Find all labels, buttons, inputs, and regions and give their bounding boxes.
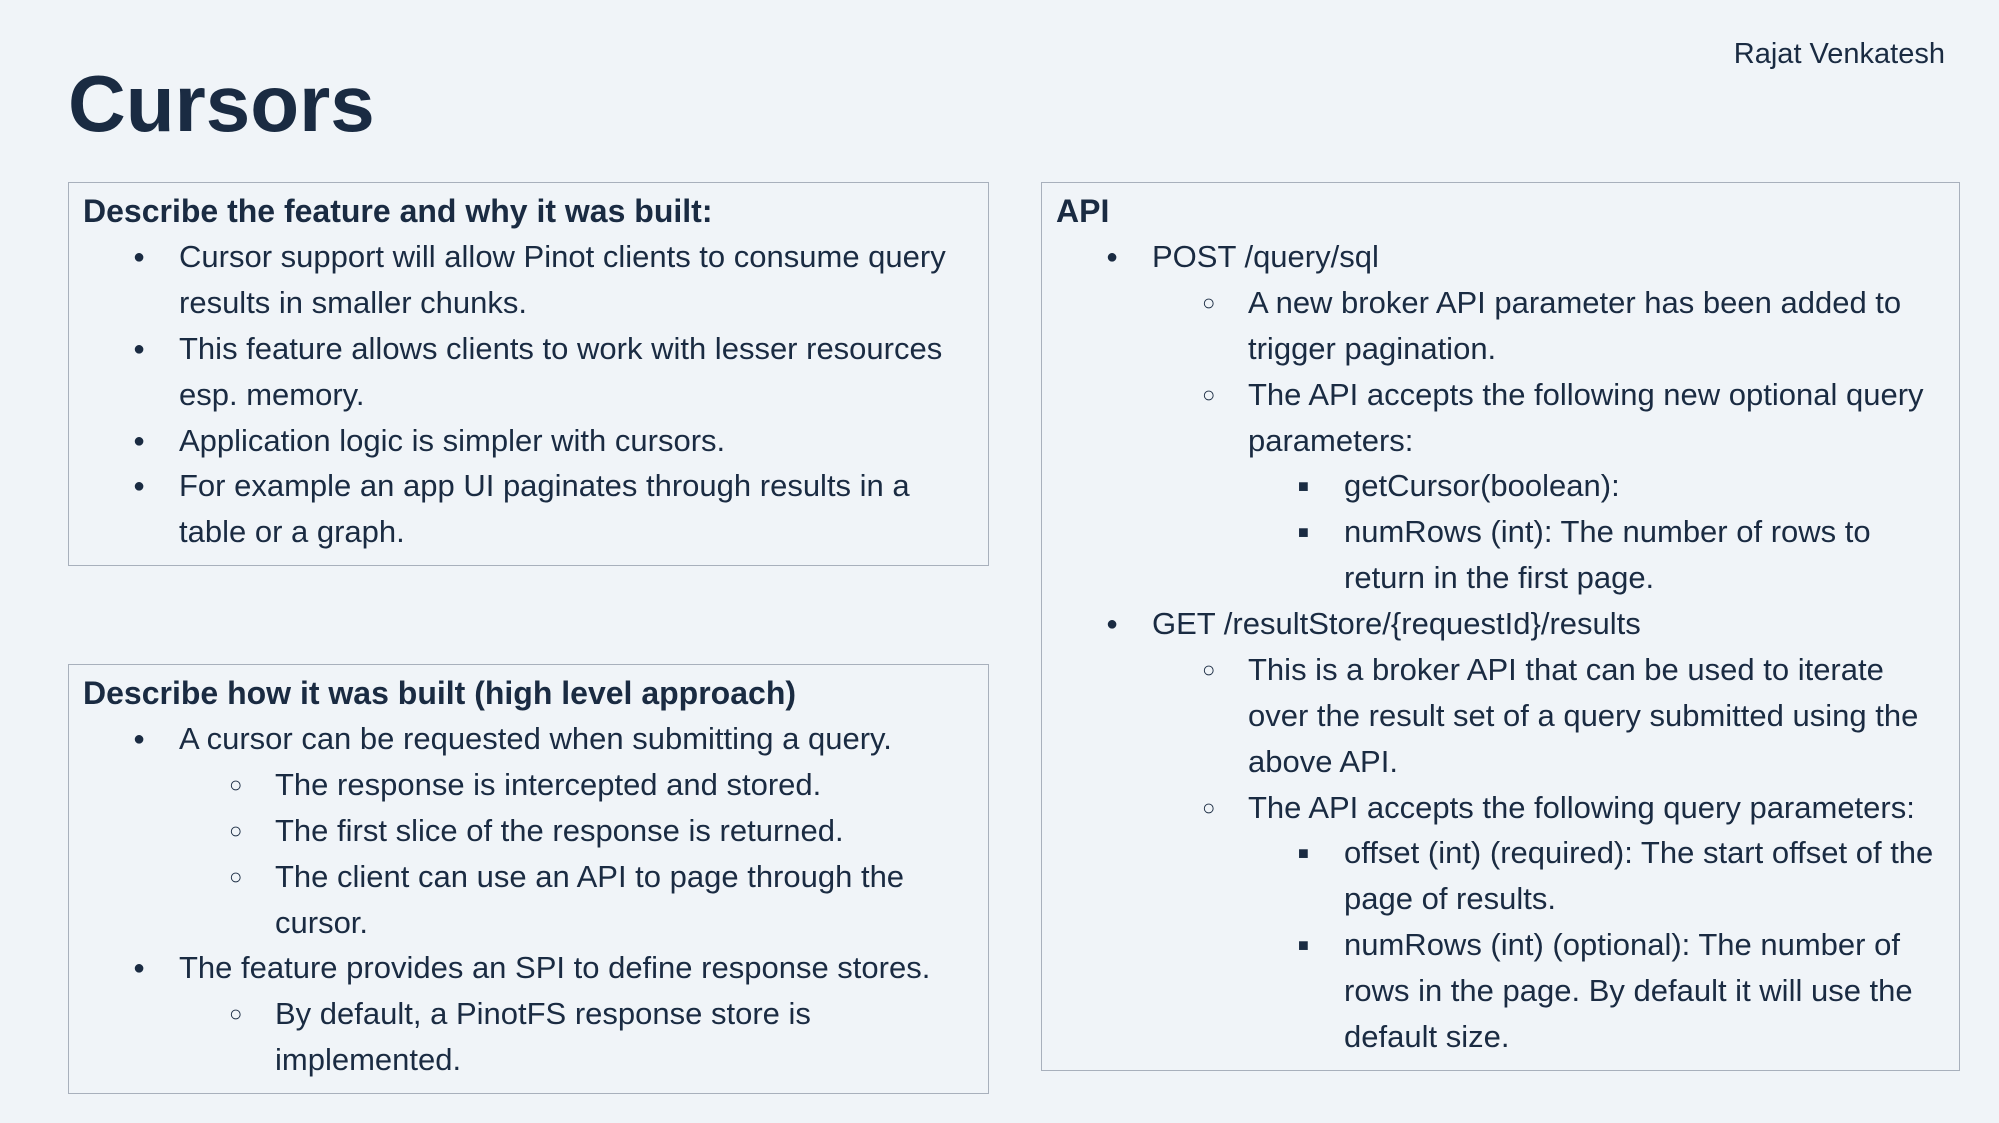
- api-list: POST /query/sql A new broker API paramet…: [1056, 234, 1945, 1060]
- list-item: Application logic is simpler with cursor…: [133, 418, 974, 464]
- list-item: The response is intercepted and stored.: [229, 762, 974, 808]
- list-item: The first slice of the response is retur…: [229, 808, 974, 854]
- api-endpoint: POST /query/sql: [1152, 239, 1379, 274]
- author-label: Rajat Venkatesh: [1734, 38, 1945, 71]
- box1-heading: Describe the feature and why it was buil…: [83, 193, 974, 230]
- list-item: The client can use an API to page throug…: [229, 854, 974, 946]
- list-item: A cursor can be requested when submittin…: [133, 716, 974, 945]
- params-list: getCursor(boolean): numRows (int): The n…: [1248, 463, 1945, 601]
- list-item: Cursor support will allow Pinot clients …: [133, 234, 974, 326]
- box2-heading: Describe how it was built (high level ap…: [83, 675, 974, 712]
- box1-list: Cursor support will allow Pinot clients …: [83, 234, 974, 555]
- list-item: A new broker API parameter has been adde…: [1202, 280, 1945, 372]
- box2-list: A cursor can be requested when submittin…: [83, 716, 974, 1083]
- list-item-text: A cursor can be requested when submittin…: [179, 721, 892, 756]
- page-title: Cursors: [68, 58, 375, 150]
- list-item: numRows (int): The number of rows to ret…: [1298, 509, 1945, 601]
- api-box: API POST /query/sql A new broker API par…: [1041, 182, 1960, 1071]
- list-item: The feature provides an SPI to define re…: [133, 945, 974, 1083]
- list-item: The API accepts the following query para…: [1202, 785, 1945, 1060]
- api-endpoint-item: POST /query/sql A new broker API paramet…: [1106, 234, 1945, 601]
- list-item: getCursor(boolean):: [1298, 463, 1945, 509]
- api-desc-list: This is a broker API that can be used to…: [1152, 647, 1945, 1060]
- api-endpoint-item: GET /resultStore/{requestId}/results Thi…: [1106, 601, 1945, 1060]
- api-desc-list: A new broker API parameter has been adde…: [1152, 280, 1945, 601]
- list-item: This feature allows clients to work with…: [133, 326, 974, 418]
- list-item: The API accepts the following new option…: [1202, 372, 1945, 601]
- box3-heading: API: [1056, 193, 1945, 230]
- list-item-text: The API accepts the following query para…: [1248, 790, 1915, 825]
- how-built-box: Describe how it was built (high level ap…: [68, 664, 989, 1094]
- list-item: By default, a PinotFS response store is …: [229, 991, 974, 1083]
- list-item: numRows (int) (optional): The number of …: [1298, 922, 1945, 1060]
- sub-list: By default, a PinotFS response store is …: [179, 991, 974, 1083]
- api-endpoint: GET /resultStore/{requestId}/results: [1152, 606, 1641, 641]
- list-item-text: The feature provides an SPI to define re…: [179, 950, 930, 985]
- feature-description-box: Describe the feature and why it was buil…: [68, 182, 989, 566]
- list-item: This is a broker API that can be used to…: [1202, 647, 1945, 785]
- sub-list: The response is intercepted and stored. …: [179, 762, 974, 946]
- params-list: offset (int) (required): The start offse…: [1248, 830, 1945, 1059]
- list-item: For example an app UI paginates through …: [133, 463, 974, 555]
- list-item-text: The API accepts the following new option…: [1248, 377, 1924, 458]
- list-item: offset (int) (required): The start offse…: [1298, 830, 1945, 922]
